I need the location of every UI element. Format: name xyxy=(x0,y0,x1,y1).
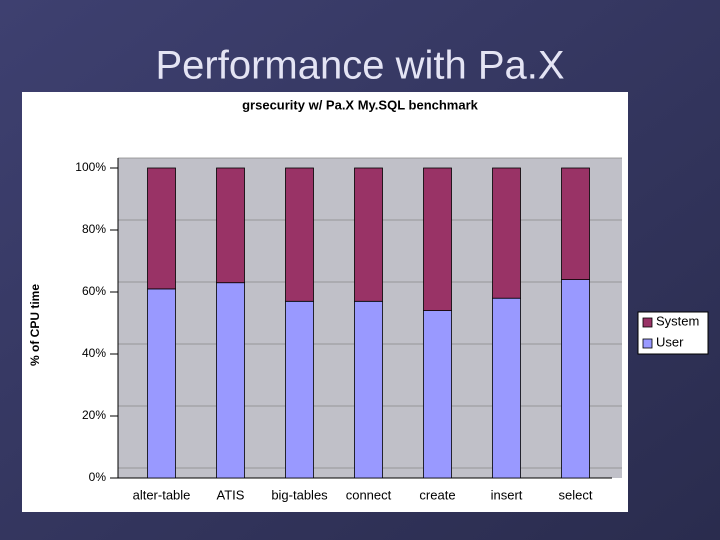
y-tick-label: 80% xyxy=(82,222,106,236)
bar-segment xyxy=(147,288,176,479)
legend-label: User xyxy=(656,334,684,349)
y-tick-label: 60% xyxy=(82,284,106,298)
bar-segment xyxy=(561,279,590,479)
chart-title: grsecurity w/ Pa.X My.SQL benchmark xyxy=(242,97,479,112)
y-tick-label: 40% xyxy=(82,346,106,360)
slide-title: Performance with Pa.X xyxy=(155,44,564,88)
bar-segment xyxy=(561,167,590,280)
bar-segment xyxy=(423,167,452,312)
bar-segment xyxy=(354,167,383,302)
bar-segment xyxy=(354,300,383,479)
bar-segment xyxy=(492,297,521,479)
chart: 0% 20% 40% 60% 80% 100% alter-table ATIS big-tab… xyxy=(75,157,699,502)
x-tick-label: insert xyxy=(491,487,523,502)
bar-segment xyxy=(492,167,521,299)
y-axis-label: % of CPU time xyxy=(28,284,42,366)
legend-label: System xyxy=(656,313,699,328)
bar-segment xyxy=(423,310,452,479)
bar-segment xyxy=(285,300,314,479)
legend-swatch xyxy=(642,338,653,349)
bar-segment xyxy=(216,282,245,479)
bar-segment xyxy=(147,167,176,290)
y-tick-label: 100% xyxy=(75,160,106,174)
bar-segment xyxy=(285,167,314,302)
x-tick-label: create xyxy=(419,487,455,502)
y-tick-label: 20% xyxy=(82,408,106,422)
x-tick-label: alter-table xyxy=(133,487,191,502)
bar-segment xyxy=(216,167,245,284)
x-tick-label: big-tables xyxy=(271,487,328,502)
x-tick-label: connect xyxy=(346,487,392,502)
y-tick-label: 0% xyxy=(89,470,107,484)
x-tick-label: select xyxy=(559,487,593,502)
legend-swatch xyxy=(642,317,653,328)
x-tick-label: ATIS xyxy=(217,487,245,502)
